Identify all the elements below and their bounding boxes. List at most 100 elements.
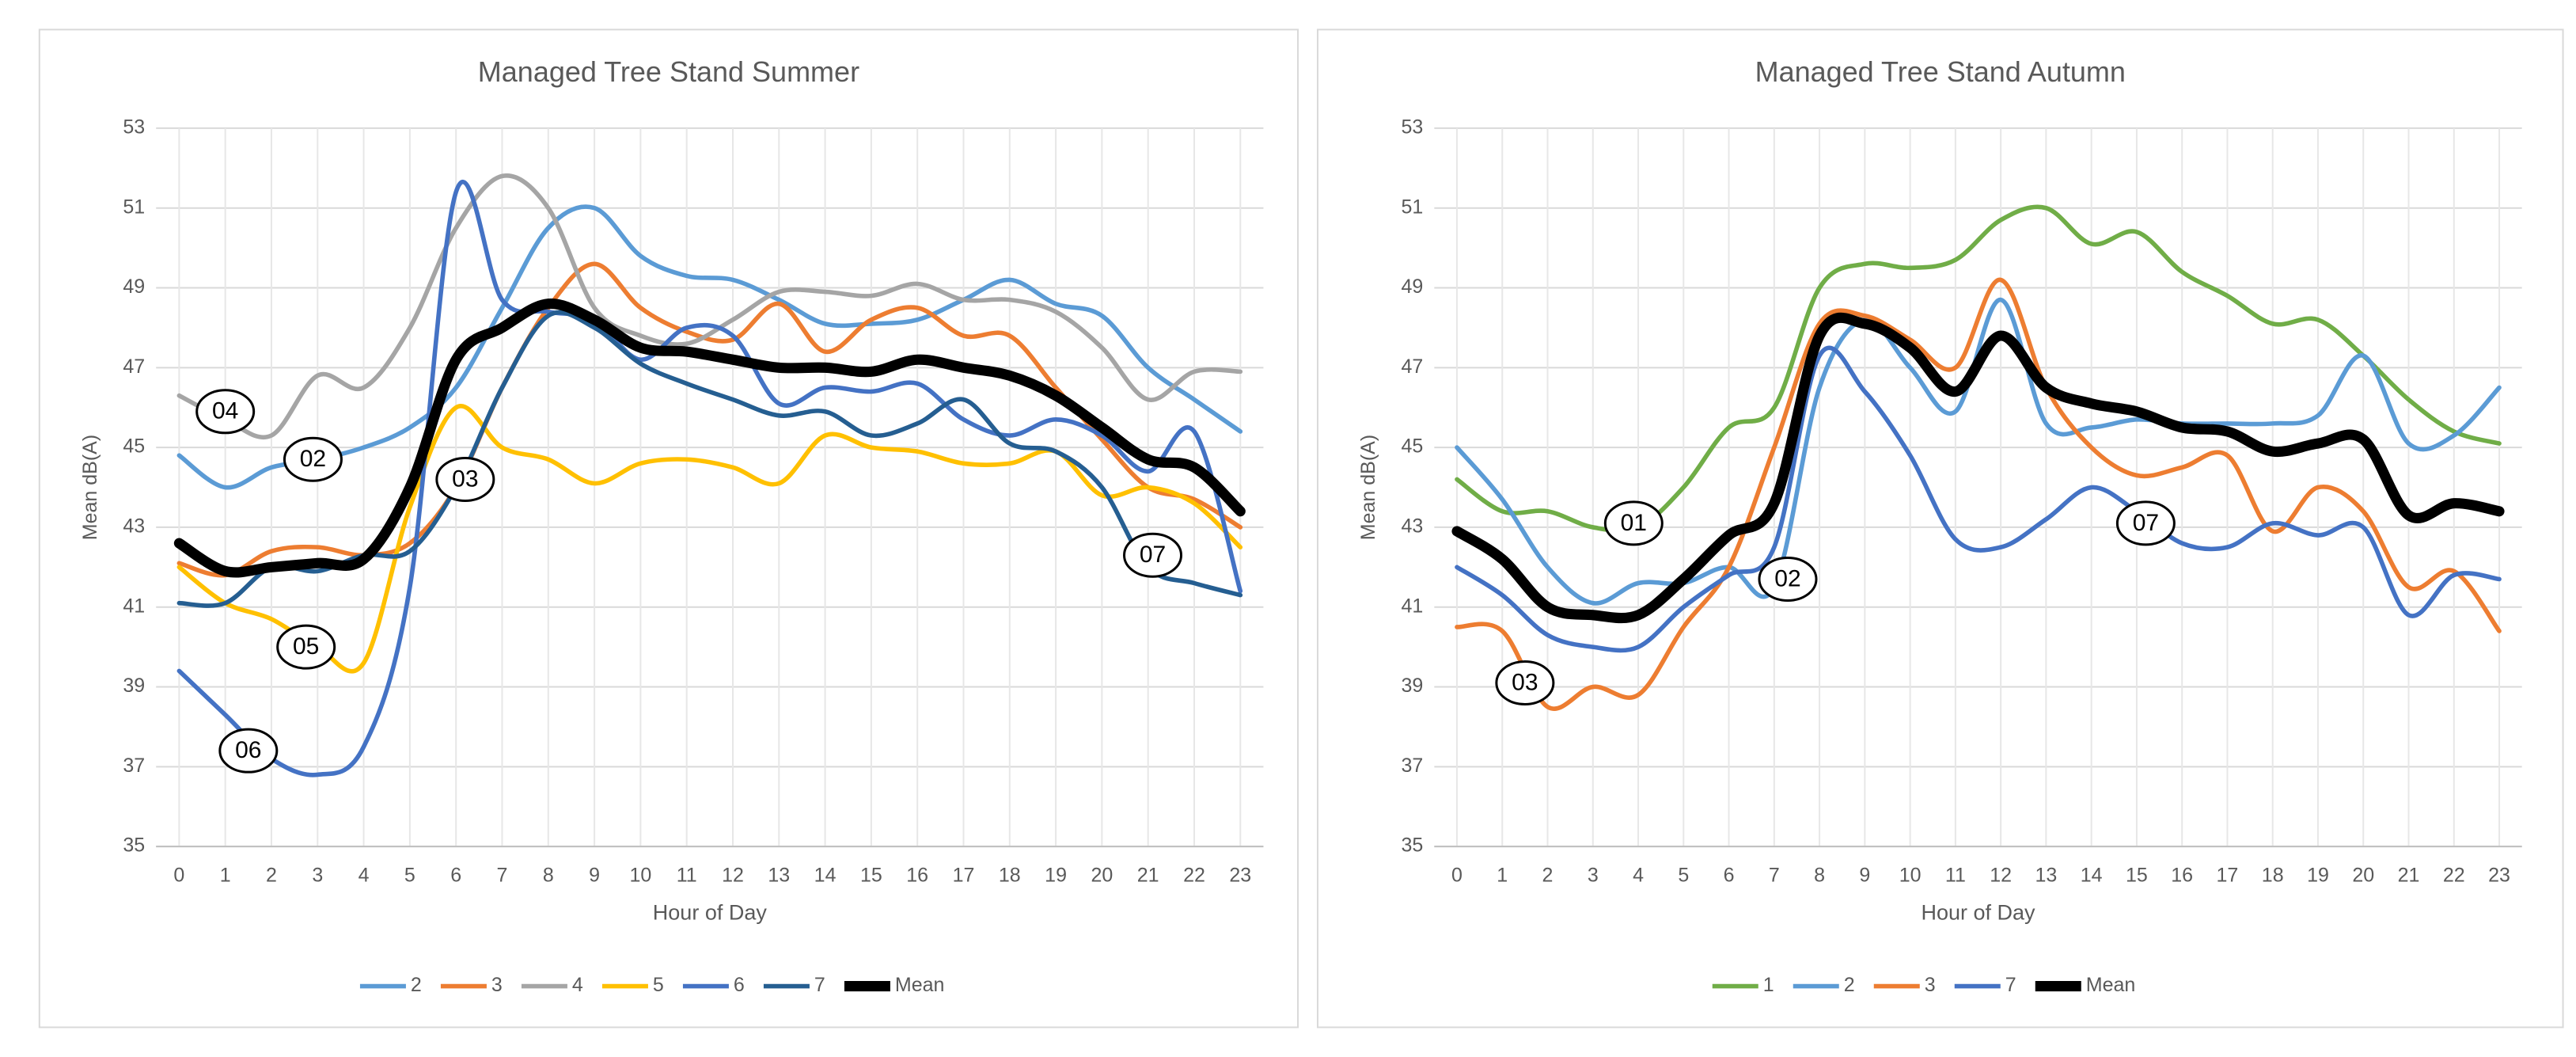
legend-label: 7 [814, 974, 825, 996]
y-tick-label: 37 [123, 755, 145, 777]
x-tick-label: 12 [722, 865, 744, 887]
x-tick-label: 12 [1990, 865, 2012, 887]
line-series [173, 298, 1246, 578]
x-tick-label: 15 [860, 865, 882, 887]
x-tick-label: 3 [312, 865, 323, 887]
y-tick-label: 43 [123, 515, 145, 538]
x-tick-label: 3 [1588, 865, 1599, 887]
annotation-circle [1758, 556, 1818, 602]
x-tick-label: 18 [999, 865, 1021, 887]
annotation-circle [435, 456, 495, 502]
x-tick-label: 19 [2307, 865, 2329, 887]
annotation-label: 07 [2133, 510, 2159, 536]
annotation-label: 05 [293, 633, 319, 660]
x-tick-label: 21 [2398, 865, 2420, 887]
legend-label: 2 [1844, 974, 1855, 996]
annotation-circle [195, 389, 256, 435]
x-tick-label: 14 [814, 865, 837, 887]
x-tick-label: 2 [1542, 865, 1554, 887]
legend-label: Mean [2086, 974, 2136, 996]
x-tick-label: 14 [2081, 865, 2103, 887]
legend-label: 3 [491, 974, 503, 996]
x-tick-label: 8 [1814, 865, 1825, 887]
y-tick-label: 37 [1402, 755, 1424, 777]
x-tick-label: 10 [629, 865, 651, 887]
x-tick-label: 9 [589, 865, 600, 887]
x-tick-label: 6 [1724, 865, 1735, 887]
x-tick-label: 23 [2488, 865, 2510, 887]
chart-title: Managed Tree Stand Autumn [1755, 55, 2126, 88]
line-series [176, 173, 1243, 439]
x-tick-label: 8 [543, 865, 554, 887]
y-tick-label: 51 [123, 196, 145, 218]
x-tick-label: 0 [1451, 865, 1463, 887]
line-series [176, 180, 1243, 778]
y-tick-label: 53 [123, 116, 145, 139]
annotation-circle [276, 624, 336, 670]
legend-label: 4 [572, 974, 583, 996]
annotation-label: 04 [212, 398, 238, 424]
chart-border [1316, 29, 2564, 1028]
y-tick-label: 45 [1402, 435, 1424, 458]
x-tick-label: 1 [220, 865, 231, 887]
x-tick-label: 9 [1859, 865, 1870, 887]
x-tick-label: 11 [677, 865, 697, 887]
annotation-label: 02 [300, 446, 326, 472]
legend-label: 3 [1925, 974, 1936, 996]
annotation-circle [1123, 532, 1183, 578]
chart: Managed Tree Stand Autumn353739414345474… [1316, 29, 2564, 1028]
y-tick-label: 53 [1402, 116, 1424, 139]
x-tick-label: 1 [1497, 865, 1508, 887]
legend-label: 5 [653, 974, 664, 996]
x-tick-label: 20 [1091, 865, 1113, 887]
x-tick-label: 2 [266, 865, 277, 887]
x-tick-label: 23 [1229, 865, 1251, 887]
y-tick-label: 47 [123, 356, 145, 378]
y-tick-label: 39 [1402, 675, 1424, 697]
x-axis-label: Hour of Day [653, 900, 768, 924]
x-tick-label: 6 [450, 865, 461, 887]
x-tick-label: 15 [2126, 865, 2148, 887]
y-tick-label: 49 [123, 276, 145, 298]
x-tick-label: 21 [1137, 865, 1159, 887]
x-tick-label: 4 [1633, 865, 1644, 887]
y-tick-label: 41 [123, 595, 145, 617]
x-tick-label: 18 [2262, 865, 2284, 887]
legend-label: 1 [1763, 974, 1774, 996]
line-series [1451, 312, 2505, 624]
y-tick-label: 43 [1402, 515, 1424, 538]
x-tick-label: 0 [173, 865, 184, 887]
annotation-label: 02 [1774, 565, 1800, 591]
annotation-circle [283, 436, 343, 482]
chart-title: Managed Tree Stand Summer [478, 55, 859, 88]
x-axis-label: Hour of Day [1921, 900, 2035, 924]
x-tick-label: 10 [1899, 865, 1922, 887]
y-tick-label: 41 [1402, 595, 1424, 617]
x-tick-label: 19 [1045, 865, 1067, 887]
annotation-circle [2115, 500, 2176, 546]
x-tick-label: 11 [1945, 865, 1966, 887]
y-axis-label: Mean dB(A) [79, 435, 101, 540]
annotation-label: 07 [1140, 542, 1166, 568]
annotation-label: 03 [452, 466, 478, 492]
x-tick-label: 4 [359, 865, 370, 887]
chart: Managed Tree Stand Summer353739414345474… [38, 29, 1299, 1028]
y-tick-label: 39 [123, 675, 145, 697]
y-tick-label: 47 [1402, 356, 1424, 378]
legend-label: 2 [411, 974, 422, 996]
annotation-label: 03 [1512, 669, 1538, 695]
annotation-circle [1495, 660, 1555, 705]
x-tick-label: 7 [497, 865, 508, 887]
x-tick-label: 13 [768, 865, 790, 887]
y-tick-label: 45 [123, 435, 145, 458]
x-tick-label: 16 [906, 865, 928, 887]
line-series [1455, 345, 2502, 653]
x-tick-label: 5 [1678, 865, 1689, 887]
legend-label: 6 [734, 974, 745, 996]
chart-border [38, 29, 1299, 1028]
line-series [176, 204, 1243, 490]
line-series [1455, 297, 2502, 606]
x-tick-label: 16 [2171, 865, 2193, 887]
x-tick-label: 20 [2352, 865, 2374, 887]
